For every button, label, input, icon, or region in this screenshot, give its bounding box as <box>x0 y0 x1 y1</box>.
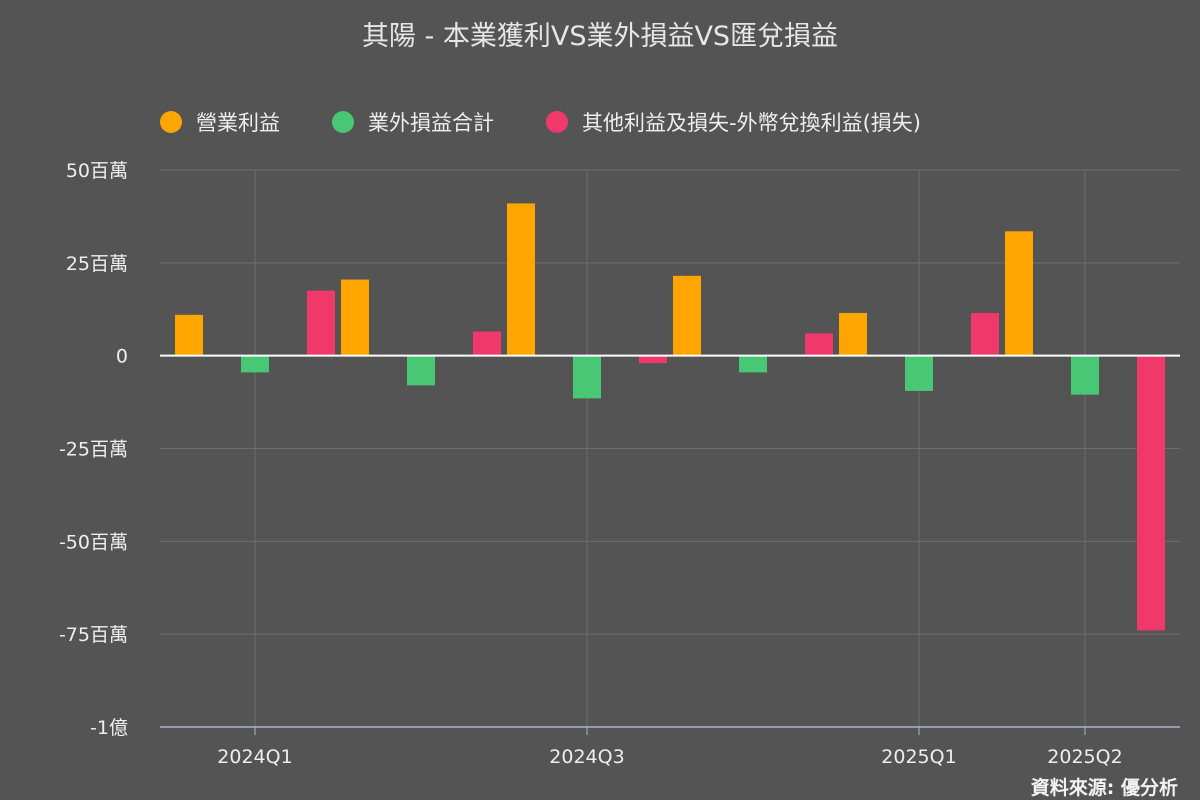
x-tick-label: 2024Q1 <box>217 746 292 768</box>
bar-operating-income <box>1005 231 1033 356</box>
legend-marker-fx-gain-loss <box>546 111 568 133</box>
bar-fx-gain-loss <box>307 290 335 356</box>
bar-non-operating <box>1071 355 1099 395</box>
bar-non-operating <box>905 355 933 391</box>
legend-item-fx-gain-loss[interactable]: 其他利益及損失-外幣兌換利益(損失) <box>546 107 921 137</box>
legend-label-non-operating: 業外損益合計 <box>368 111 494 135</box>
legend-label-fx-gain-loss: 其他利益及損失-外幣兌換利益(損失) <box>582 111 921 135</box>
y-tick-label: -75百萬 <box>59 624 128 646</box>
bar-operating-income <box>507 203 535 356</box>
bar-fx-gain-loss <box>639 355 667 364</box>
bar-fx-gain-loss <box>805 333 833 356</box>
bar-fx-gain-loss <box>1137 355 1165 631</box>
legend: 營業利益 業外損益合計 其他利益及損失-外幣兌換利益(損失) <box>160 105 973 139</box>
y-tick-label: -50百萬 <box>59 531 128 553</box>
legend-item-operating-income[interactable]: 營業利益 <box>160 107 280 137</box>
bar-non-operating <box>241 355 269 373</box>
bar-non-operating <box>573 355 601 399</box>
chart-title: 其陽 - 本業獲利VS業外損益VS匯兌損益 <box>361 21 839 52</box>
bar-operating-income <box>341 279 369 356</box>
y-tick-label: -1億 <box>90 717 128 739</box>
bar-operating-income <box>673 275 701 356</box>
legend-marker-operating-income <box>160 111 182 133</box>
bar-non-operating <box>739 355 767 373</box>
x-tick-label: 2024Q3 <box>549 746 624 768</box>
y-tick-label: 25百萬 <box>66 253 128 275</box>
y-tick-label: 0 <box>116 346 128 368</box>
legend-item-non-operating[interactable]: 業外損益合計 <box>332 107 494 137</box>
legend-label-operating-income: 營業利益 <box>196 111 280 135</box>
y-tick-label: 50百萬 <box>66 160 128 182</box>
x-tick-label: 2025Q1 <box>881 746 956 768</box>
source-credit: 資料來源: 優分析 <box>1030 777 1178 799</box>
bar-non-operating <box>407 355 435 386</box>
bar-fx-gain-loss <box>971 312 999 356</box>
bar-fx-gain-loss <box>473 331 501 356</box>
bar-operating-income <box>839 312 867 356</box>
y-tick-label: -25百萬 <box>59 439 128 461</box>
legend-marker-non-operating <box>332 111 354 133</box>
x-tick-label: 2025Q2 <box>1047 746 1122 768</box>
bar-operating-income <box>175 314 203 356</box>
